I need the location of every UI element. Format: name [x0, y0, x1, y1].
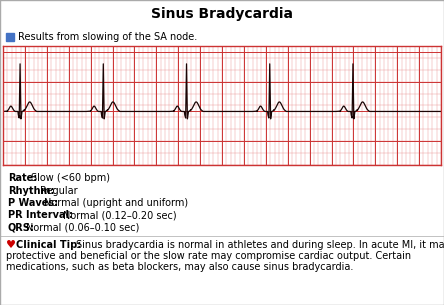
Text: Slow (<60 bpm): Slow (<60 bpm) — [31, 173, 110, 183]
Text: QRS:: QRS: — [8, 223, 35, 233]
Text: P Waves:: P Waves: — [8, 198, 58, 208]
Bar — [6, 33, 14, 41]
Text: Rate:: Rate: — [8, 173, 37, 183]
Text: Sinus Bradycardia: Sinus Bradycardia — [151, 7, 293, 21]
Text: Normal (upright and uniform): Normal (upright and uniform) — [44, 198, 189, 208]
Text: Rhythm:: Rhythm: — [8, 185, 55, 196]
Text: Regular: Regular — [40, 185, 77, 196]
Text: Normal (0.12–0.20 sec): Normal (0.12–0.20 sec) — [63, 210, 176, 221]
Text: Results from slowing of the SA node.: Results from slowing of the SA node. — [18, 32, 197, 42]
Text: ♥: ♥ — [6, 240, 16, 250]
Text: medications, such as beta blockers, may also cause sinus bradycardia.: medications, such as beta blockers, may … — [6, 262, 353, 272]
Text: Clinical Tip:: Clinical Tip: — [16, 240, 85, 250]
Text: protective and beneficial or the slow rate may compromise cardiac output. Certai: protective and beneficial or the slow ra… — [6, 251, 411, 261]
Text: Sinus bradycardia is normal in athletes and during sleep. In acute MI, it may be: Sinus bradycardia is normal in athletes … — [76, 240, 444, 250]
Text: PR Interval:: PR Interval: — [8, 210, 73, 221]
Text: Normal (0.06–0.10 sec): Normal (0.06–0.10 sec) — [26, 223, 139, 233]
